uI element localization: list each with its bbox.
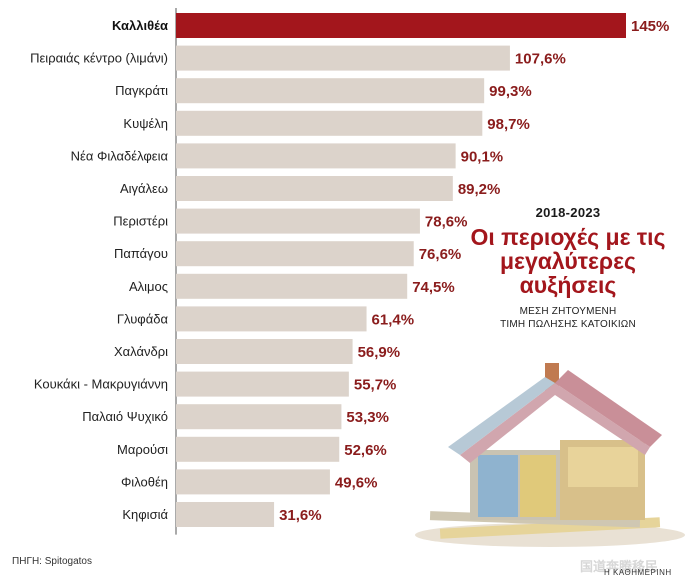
- bar-7: [176, 241, 414, 267]
- category-label-7: Παπάγου: [114, 246, 168, 261]
- subtitle-line-1: ΜΕΣΗ ΖΗΤΟΥΜΕΝΗ: [519, 306, 617, 317]
- value-label-8: 74,5%: [412, 279, 455, 296]
- bar-12: [176, 404, 342, 430]
- watermark: 国道奔腾移民: [580, 559, 659, 574]
- bar-9: [176, 306, 367, 332]
- value-label-0: 145%: [631, 18, 669, 35]
- category-label-1: Πειραιάς κέντρο (λιμάνι): [30, 51, 168, 66]
- bar-14: [176, 469, 330, 495]
- value-label-7: 76,6%: [419, 246, 462, 263]
- bar-13: [176, 436, 340, 462]
- bar-15: [176, 502, 275, 527]
- value-label-3: 98,7%: [487, 116, 530, 133]
- value-label-9: 61,4%: [372, 311, 415, 328]
- house-of-euro-banknotes-illustration: [415, 363, 685, 547]
- category-label-8: Αλιμος: [129, 279, 168, 294]
- value-label-1: 107,6%: [515, 51, 566, 68]
- chart-period: 2018-2023: [535, 205, 601, 220]
- bar-3: [176, 110, 483, 136]
- category-label-5: Αιγάλεω: [120, 181, 168, 196]
- value-label-6: 78,6%: [425, 214, 468, 231]
- bar-0: [176, 13, 626, 38]
- category-label-15: Κηφισιά: [122, 507, 168, 522]
- value-label-4: 90,1%: [461, 148, 504, 165]
- value-label-12: 53,3%: [346, 409, 389, 426]
- value-label-2: 99,3%: [489, 83, 532, 100]
- bar-1: [176, 45, 510, 71]
- value-label-15: 31,6%: [279, 507, 322, 524]
- category-label-4: Νέα Φιλαδέλφεια: [71, 148, 169, 163]
- bar-5: [176, 176, 453, 201]
- category-label-12: Παλαιό Ψυχικό: [82, 409, 168, 424]
- source-note: ΠΗΓΗ: Spitogatos: [12, 556, 92, 567]
- bar-4: [176, 143, 456, 169]
- category-label-10: Χαλάνδρι: [114, 344, 168, 359]
- bar-10: [176, 339, 353, 364]
- chart-title-block: 2018-2023 Οι περιοχές με τις μεγαλύτερες…: [468, 205, 668, 331]
- category-label-3: Κυψέλη: [123, 116, 168, 131]
- value-label-14: 49,6%: [335, 474, 378, 491]
- category-label-9: Γλυφάδα: [117, 311, 169, 326]
- value-label-11: 55,7%: [354, 377, 397, 394]
- bars-layer: Καλλιθέα 145% Πειραιάς κέντρο (λιμάνι) 107,…: [30, 8, 669, 535]
- value-label-10: 56,9%: [358, 344, 401, 361]
- category-label-2: Παγκράτι: [115, 83, 168, 98]
- category-label-6: Περιστέρι: [113, 214, 168, 229]
- bar-11: [176, 371, 349, 397]
- category-label-0: Καλλιθέα: [112, 18, 168, 33]
- chart-subtitle: ΜΕΣΗ ΖΗΤΟΥΜΕΝΗ ΤΙΜΗ ΠΩΛΗΣΗΣ ΚΑΤΟΙΚΙΩΝ: [468, 305, 668, 331]
- bar-6: [176, 208, 420, 234]
- publisher-credit: Η ΚΑΘΗΜΕΡΙΝΗ: [604, 568, 672, 577]
- bar-8: [176, 273, 408, 299]
- bar-2: [176, 78, 485, 104]
- value-label-13: 52,6%: [344, 442, 387, 459]
- subtitle-line-2: ΤΙΜΗ ΠΩΛΗΣΗΣ ΚΑΤΟΙΚΙΩΝ: [500, 319, 636, 330]
- value-label-5: 89,2%: [458, 181, 501, 198]
- category-label-14: Φιλοθέη: [121, 474, 168, 489]
- category-label-11: Κουκάκι - Μακρυγιάννη: [34, 377, 168, 392]
- chart-title: Οι περιοχές με τις μεγαλύτερες αυξήσεις: [470, 224, 666, 298]
- category-label-13: Μαρούσι: [117, 442, 168, 457]
